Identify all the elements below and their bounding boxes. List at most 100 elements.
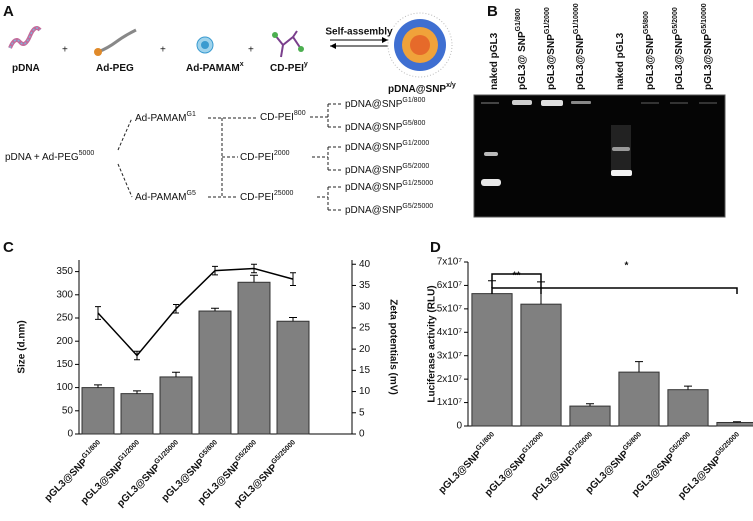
tree-pamam-main: Ad-PAMAM [135, 113, 187, 124]
y-axis-label: Luciferase activity (RLU) [427, 285, 438, 402]
y-tick-label: 1x10⁷ [437, 397, 463, 408]
error-bar [172, 371, 180, 377]
y-tick-label: 150 [56, 359, 73, 370]
bar [81, 387, 115, 435]
x-tick-label-main: pGL3@SNP [483, 451, 531, 499]
significance-bracket [491, 287, 738, 294]
error-bar [133, 390, 141, 394]
tree-product: pDNA@SNPG1/25000 [345, 180, 433, 192]
y2-tick-label: 15 [359, 365, 371, 376]
bar [198, 310, 232, 435]
bar [237, 281, 271, 435]
tree-root-sup: 5000 [79, 150, 95, 157]
tree-connectors [117, 103, 343, 211]
y-tick-label: 6x10⁷ [437, 280, 463, 291]
y-tick-label: 100 [56, 382, 73, 393]
tree-product-sup: G5/2000 [402, 163, 429, 170]
tree-product-sup: G1/2000 [402, 140, 429, 147]
lane-label-sup: G1/2000 [544, 7, 551, 34]
arrow-label: Self-assembly [325, 27, 393, 38]
plus-sign: + [160, 45, 166, 56]
gel-image [473, 94, 726, 218]
bar [520, 303, 562, 427]
y-tick-label: 3x10⁷ [437, 350, 463, 361]
lane-label: pGL3@SNPG5/10000 [701, 3, 713, 90]
lane-label-sup: G5/10000 [701, 3, 708, 34]
x-tick-label-main: pGL3@SNP [630, 451, 678, 499]
tree-product-main: pDNA@SNP [345, 142, 403, 153]
tree-product-main: pDNA@SNP [345, 122, 403, 133]
y2-tick-label: 30 [359, 301, 371, 312]
significance-mark: ** [513, 271, 521, 282]
component-label: CD-PEIy [270, 61, 308, 73]
y2-tick-label: 25 [359, 323, 371, 334]
component-label-main: Ad-PAMAM [186, 63, 240, 74]
bar [159, 376, 193, 435]
bar [120, 393, 154, 435]
y-tick-label: 350 [56, 266, 73, 277]
tree-pei: CD-PEI800 [260, 110, 306, 122]
tree-product: pDNA@SNPG1/2000 [345, 140, 429, 152]
x-tick-label-main: pGL3@SNP [676, 454, 724, 502]
x-tick-label-main: pGL3@SNP [529, 454, 577, 502]
lane-label: naked pGL3 [489, 32, 500, 90]
error-bar [251, 263, 257, 274]
lane-label: pGL3@ SNPG1/800 [515, 8, 527, 90]
tree-product-sup: G1/25000 [402, 180, 433, 187]
x-tick-label-sup: G1/25000 [568, 431, 595, 458]
significance-bracket [491, 273, 542, 288]
x-tick-label-sup: G1/800 [475, 431, 496, 452]
component-label-main: Ad-PEG [96, 63, 134, 74]
tree-product: pDNA@SNPG1/800 [345, 97, 425, 109]
bar [716, 421, 753, 427]
x-tick-label-sup: G5/25000 [715, 431, 742, 458]
error-bar [95, 306, 101, 320]
lane-label: pGL3@SNPG1/2000 [544, 7, 556, 90]
error-bar [289, 317, 297, 322]
error-bar [94, 384, 102, 388]
y2-axis-label: Zeta potentials (mV) [387, 299, 398, 395]
lane-label-sup: G1/10000 [573, 3, 580, 34]
tree-pei: CD-PEI2000 [240, 150, 290, 162]
plus-sign: + [248, 45, 254, 56]
lane-label: pGL3@SNPG5/800 [643, 11, 655, 90]
lane-label: pGL3@SNPG5/2000 [672, 7, 684, 90]
y-tick-label: 250 [56, 313, 73, 324]
y-tick-label: 50 [62, 405, 74, 416]
y2-tick-label: 40 [359, 259, 371, 270]
significance-mark: * [625, 261, 629, 272]
tree-pei-main: CD-PEI [260, 112, 294, 123]
bar [569, 405, 611, 427]
tree-pei-main: CD-PEI [240, 192, 274, 203]
tree-pamam: Ad-PAMAMG1 [135, 111, 196, 123]
lane-label: naked pGL3 [615, 32, 626, 90]
product-label: pDNA@SNPx/y [388, 82, 456, 94]
lane-label-sup: G1/800 [515, 8, 522, 31]
tree-root-main: pDNA + Ad-PEG [5, 152, 79, 163]
tree-product: pDNA@SNPG5/800 [345, 120, 425, 132]
tree-product-sup: G5/800 [402, 120, 425, 127]
y-tick-label: 300 [56, 289, 73, 300]
error-bar [635, 361, 643, 373]
tree-pei-main: CD-PEI [240, 152, 274, 163]
y-tick-label: 5x10⁷ [437, 303, 463, 314]
x-tick-label-sup: G5/800 [198, 439, 219, 460]
y2-tick-label: 35 [359, 280, 371, 291]
y2-tick-label: 0 [359, 429, 365, 440]
tree-product-sup: G1/800 [402, 97, 425, 104]
error-bar [684, 385, 692, 390]
line [97, 267, 294, 357]
panel-label: C [3, 239, 14, 256]
x-tick-label-sup: G1/25000 [154, 439, 181, 466]
product-label-sup: x/y [446, 82, 456, 89]
error-bar [250, 274, 258, 283]
tree-pei-sup: 800 [294, 110, 306, 117]
error-bar [733, 421, 741, 423]
component-label: pDNA [12, 63, 40, 74]
bar [471, 293, 513, 427]
y2-tick-label: 5 [359, 407, 365, 418]
lane-label-main: naked pGL3 [615, 32, 626, 90]
x-tick-label-main: pGL3@SNP [436, 448, 484, 496]
bar [667, 389, 709, 427]
